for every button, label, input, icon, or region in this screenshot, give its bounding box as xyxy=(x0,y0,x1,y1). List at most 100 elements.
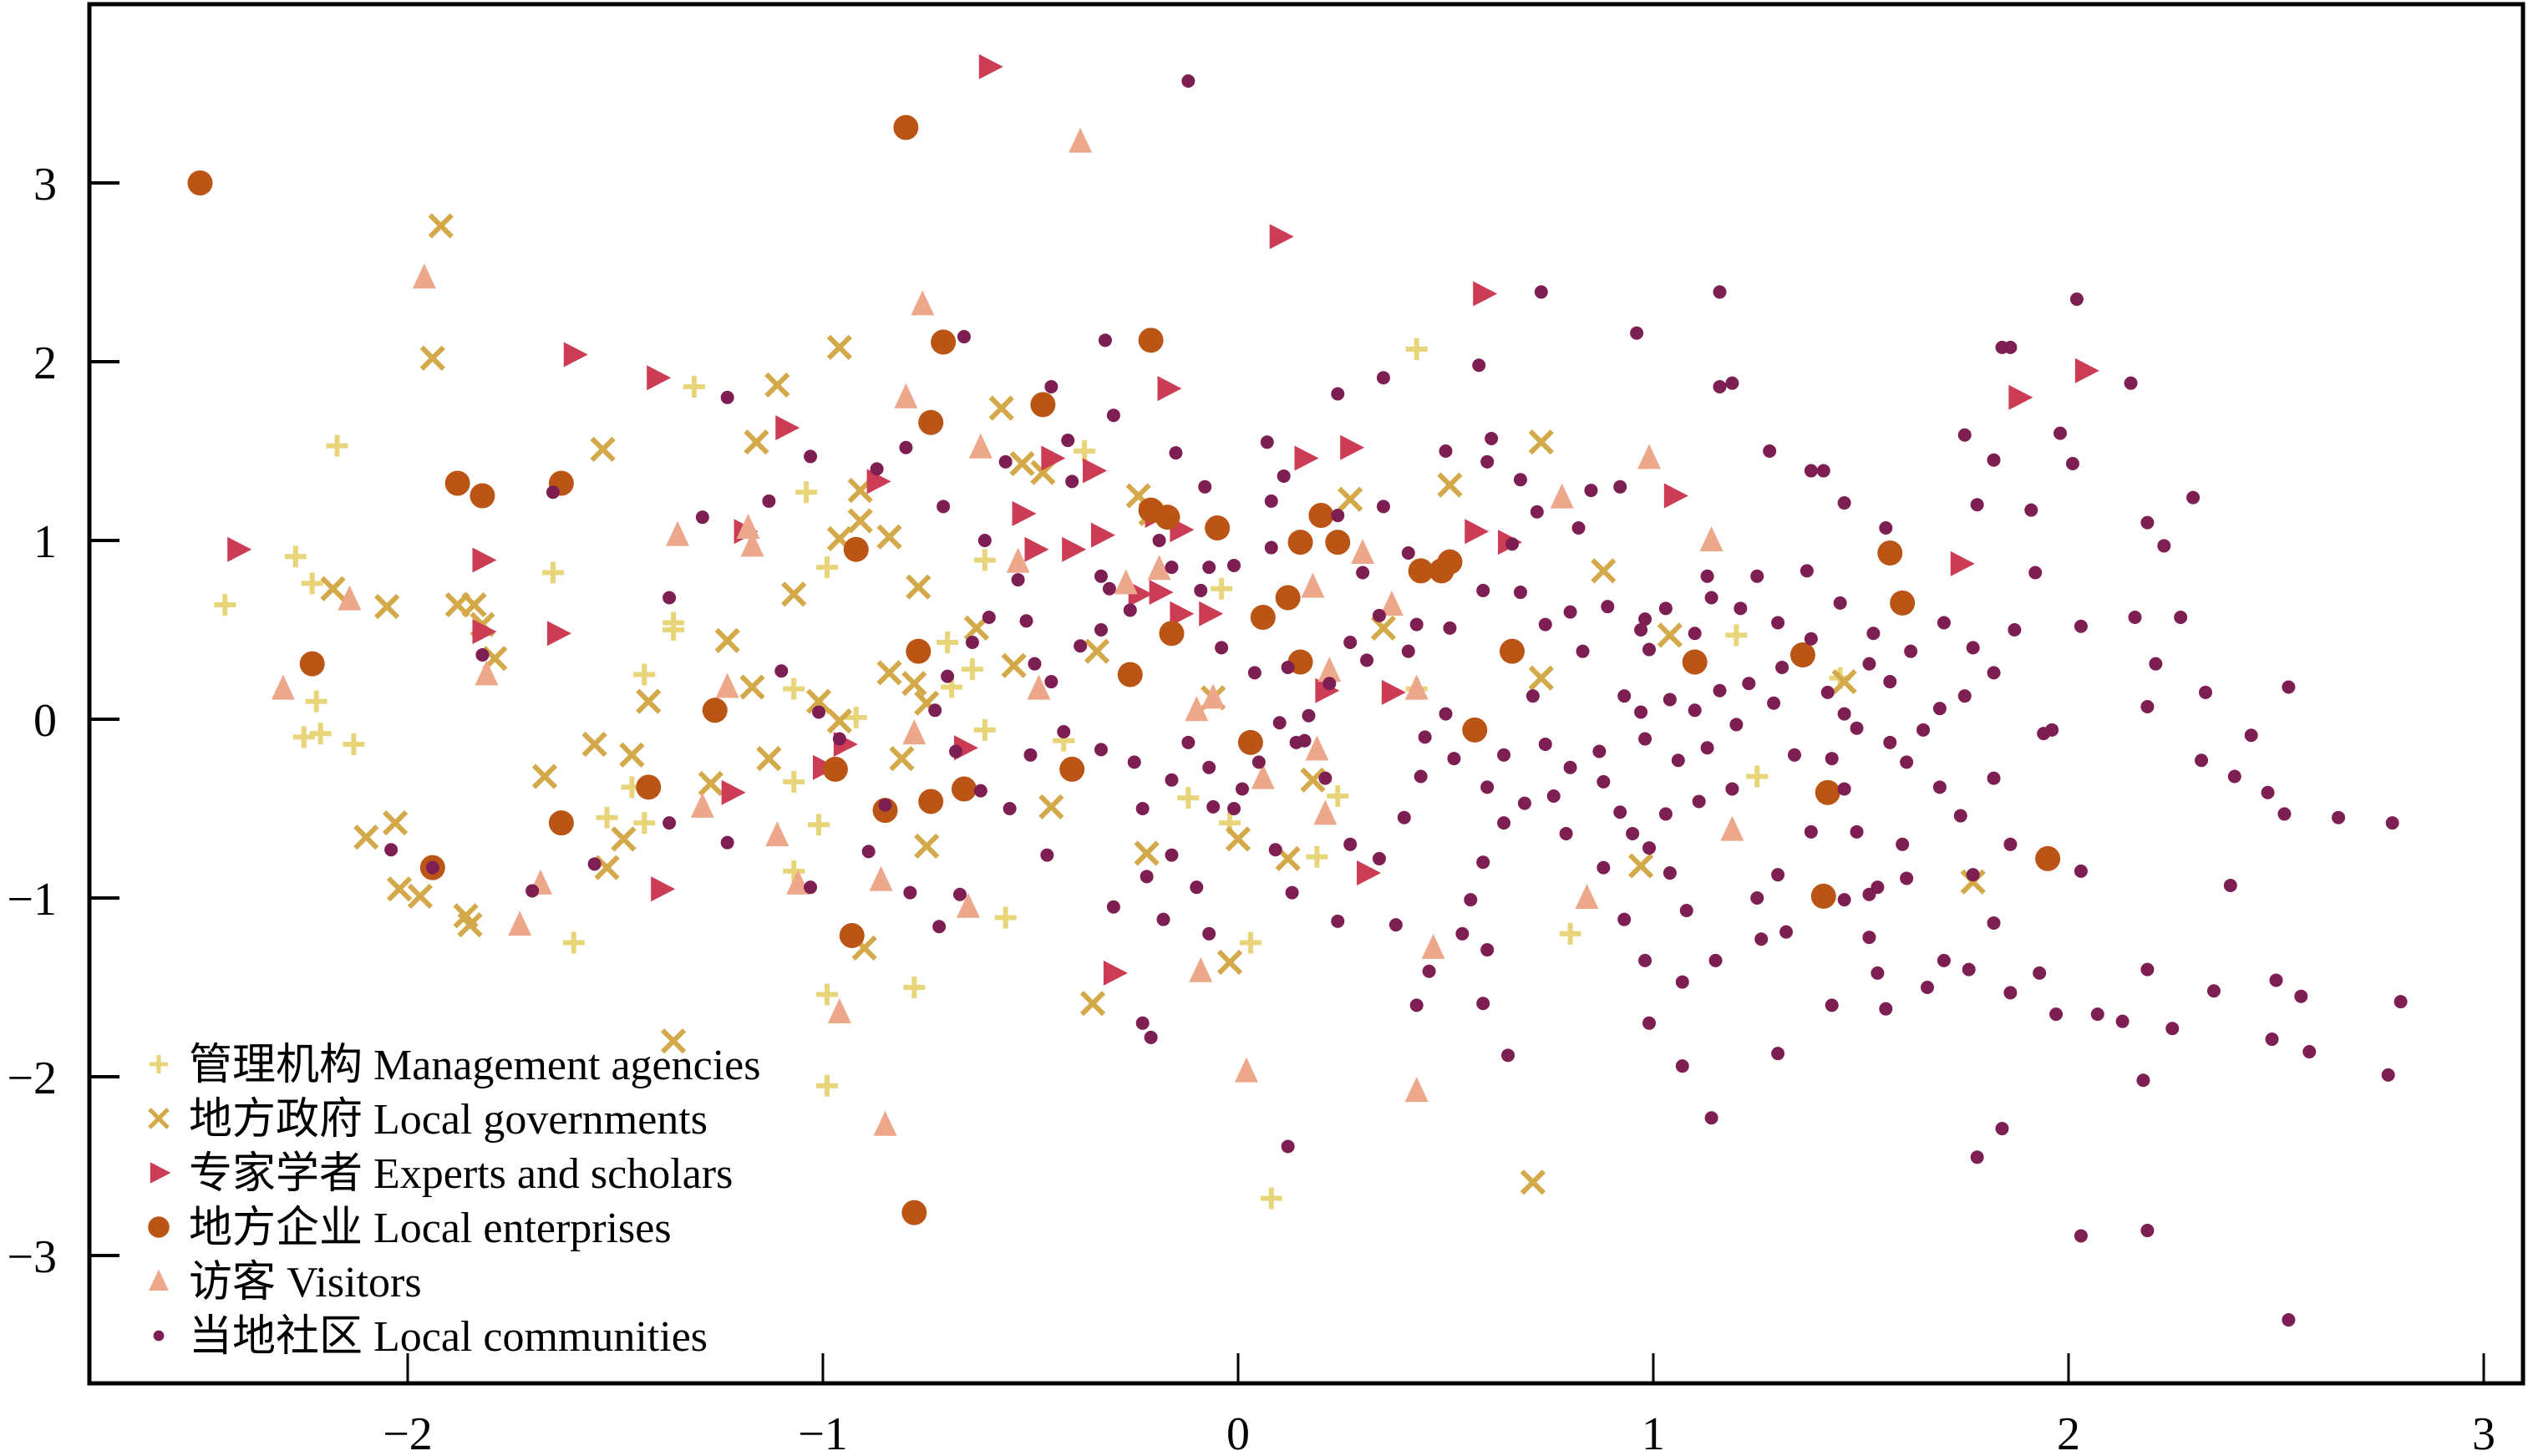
data-point-dot xyxy=(2282,680,2296,694)
data-point-plus xyxy=(343,733,365,755)
data-point-triangle-up xyxy=(1720,815,1744,841)
data-point-plus xyxy=(973,549,996,571)
data-point-triangle-up xyxy=(765,821,789,847)
data-point-triangle-right xyxy=(1170,601,1195,627)
data-point-dot xyxy=(1376,500,1390,514)
data-point-x xyxy=(581,731,607,758)
data-point-plus xyxy=(1239,931,1261,954)
data-point-x xyxy=(988,395,1014,421)
data-point-dot xyxy=(1202,926,1216,941)
data-point-triangle-up xyxy=(1006,547,1030,573)
data-point-dot xyxy=(1028,657,1042,671)
data-point-x xyxy=(374,594,400,620)
data-point-dot xyxy=(957,330,971,344)
data-point-dot xyxy=(2069,292,2084,307)
data-point-circle xyxy=(1815,779,1840,805)
data-point-dot xyxy=(1771,1047,1785,1061)
data-point-dot xyxy=(1825,998,1839,1012)
data-point-x xyxy=(1657,622,1683,648)
data-point-dot xyxy=(1057,724,1071,738)
data-point-dot xyxy=(1123,603,1137,617)
data-point-triangle-up xyxy=(1421,933,1445,959)
data-point-triangle-up xyxy=(786,869,810,895)
data-point-plus xyxy=(1211,577,1233,600)
data-point-triangle-up xyxy=(1379,591,1404,616)
data-point-triangle-up xyxy=(736,514,760,540)
data-point-triangle-up xyxy=(1301,572,1325,598)
data-point-circle xyxy=(1308,503,1334,529)
data-point-x xyxy=(619,742,645,768)
data-point-dot xyxy=(1966,641,1980,655)
axis-ticks: −2 −1 0 1 2 3 3 2 1 0 −1 −2 −3 xyxy=(7,159,2495,1456)
data-point-triangle-up xyxy=(475,660,499,686)
data-point-x xyxy=(1300,767,1326,793)
legend-label: 地方企业 Local enterprises xyxy=(189,1205,672,1252)
data-point-dot xyxy=(998,454,1013,469)
data-point-dot xyxy=(1775,660,1789,674)
data-point-triangle-right xyxy=(1381,679,1406,705)
data-point-dot xyxy=(1862,657,1876,671)
data-point-dot xyxy=(1181,735,1195,749)
data-point-dot xyxy=(1837,707,1851,721)
data-point-x xyxy=(781,581,807,607)
data-point-triangle-up xyxy=(508,911,532,936)
data-point-dot xyxy=(1455,926,1470,941)
x-tick-label: 1 xyxy=(1642,1408,1665,1456)
data-point-x xyxy=(914,833,940,860)
data-point-dot xyxy=(1040,848,1054,862)
data-point-dot xyxy=(1227,558,1241,572)
data-point-x xyxy=(1084,638,1110,664)
series-triangle-right xyxy=(227,53,2099,986)
data-point-triangle-up xyxy=(873,1110,897,1136)
data-point-dot xyxy=(525,884,540,898)
data-point-dot xyxy=(1642,1016,1657,1030)
data-point-x xyxy=(353,824,379,850)
data-point-x xyxy=(1528,429,1554,455)
data-point-circle xyxy=(299,651,325,677)
data-point-circle xyxy=(636,774,662,800)
data-point-dot xyxy=(1576,644,1590,658)
data-point-plus xyxy=(596,806,618,829)
data-point-triangle-up xyxy=(902,719,926,745)
data-point-plus xyxy=(783,770,805,793)
data-point-dot xyxy=(1281,660,1295,674)
data-point-dot xyxy=(2157,539,2171,553)
data-point-triangle-up xyxy=(1699,526,1723,551)
data-point-plus xyxy=(1074,440,1096,462)
data-point-dot xyxy=(1688,703,1702,718)
data-point-dot xyxy=(1372,608,1386,622)
data-point-circle xyxy=(839,922,865,948)
data-point-circle xyxy=(843,536,869,562)
data-point-dot xyxy=(1700,569,1714,583)
data-point-dot xyxy=(861,845,876,859)
series-plus xyxy=(214,338,1851,1210)
data-point-dot xyxy=(1634,705,1648,719)
data-point-dot xyxy=(1497,816,1511,830)
data-point-dot xyxy=(2003,986,2018,1000)
data-point-dot xyxy=(587,857,602,871)
data-point-dot xyxy=(1563,605,1577,619)
data-point-dot xyxy=(1987,453,2001,467)
data-point-dot xyxy=(1850,824,1864,839)
data-point-dot xyxy=(1866,627,1881,641)
data-point-x xyxy=(876,524,902,550)
data-point-dot xyxy=(2261,785,2275,799)
data-point-triangle-right xyxy=(227,536,252,562)
data-point-dot xyxy=(1106,900,1120,914)
data-point-dot xyxy=(1065,474,1079,489)
data-point-dot xyxy=(384,843,398,857)
data-point-dot xyxy=(1198,479,1212,494)
data-point-x xyxy=(876,660,902,686)
data-point-triangle-right xyxy=(1663,483,1688,509)
data-point-x xyxy=(590,436,616,462)
data-point-dot xyxy=(1165,773,1179,787)
data-point-dot xyxy=(1692,794,1706,809)
data-point-dot xyxy=(878,798,892,812)
data-point-dot xyxy=(1987,771,2001,785)
data-point-triangle-up xyxy=(1575,884,1599,909)
data-point-plus xyxy=(815,983,838,1006)
data-point-dot xyxy=(1376,371,1390,385)
data-point-dot xyxy=(1742,677,1756,691)
data-point-dot xyxy=(1771,868,1785,882)
